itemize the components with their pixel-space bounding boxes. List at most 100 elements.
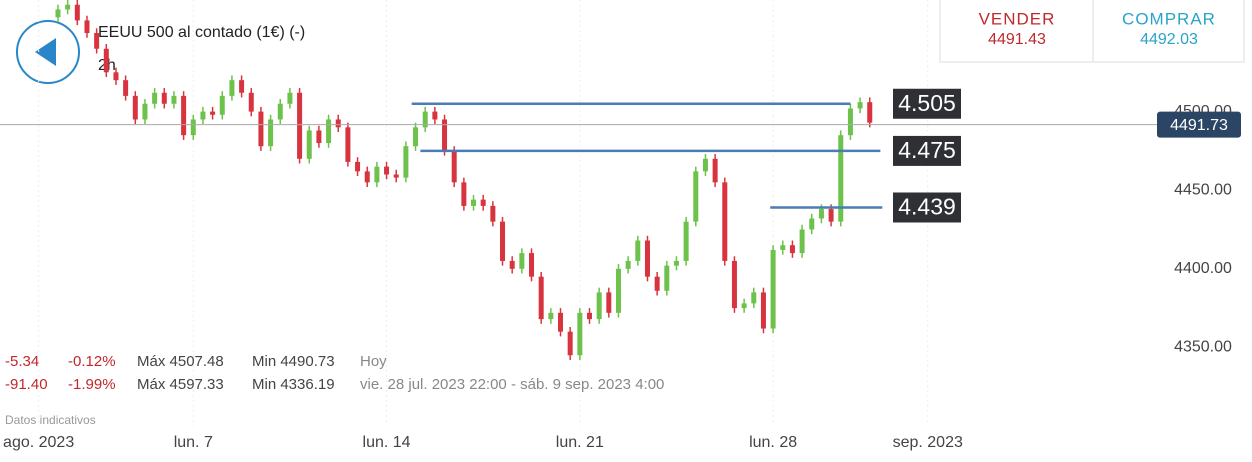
candle-body bbox=[780, 245, 786, 250]
back-arrow[interactable] bbox=[35, 38, 56, 66]
min: Min 4490.73 bbox=[252, 353, 335, 370]
candle-body bbox=[538, 276, 544, 320]
back-button[interactable] bbox=[16, 20, 80, 84]
candle-body bbox=[229, 80, 235, 96]
candle-body bbox=[65, 4, 71, 10]
sell-price[interactable]: 4491.43 bbox=[988, 31, 1046, 48]
candle-body bbox=[770, 249, 776, 329]
x-tick-label: lun. 7 bbox=[174, 434, 213, 451]
candle-body bbox=[683, 221, 689, 261]
candle-body bbox=[490, 205, 496, 222]
candle-body bbox=[529, 253, 535, 277]
candle-body bbox=[297, 92, 303, 159]
candle-body bbox=[403, 146, 409, 178]
candle-body bbox=[625, 260, 631, 269]
candle-body bbox=[461, 182, 467, 206]
candle-body bbox=[113, 72, 119, 81]
candle-body bbox=[471, 199, 477, 206]
candle-body bbox=[94, 33, 100, 49]
buy-label[interactable]: COMPRAR bbox=[1122, 9, 1216, 28]
instrument-title: EEUU 500 al contado (1€) (-) bbox=[98, 24, 305, 41]
candle-body bbox=[500, 221, 506, 261]
candle-body bbox=[200, 111, 206, 120]
candle-body bbox=[567, 331, 573, 356]
buy-price[interactable]: 4492.03 bbox=[1140, 31, 1198, 48]
candle-body bbox=[828, 209, 834, 222]
candle-body bbox=[239, 80, 245, 93]
candle-body bbox=[103, 48, 109, 73]
candle-body bbox=[577, 312, 583, 356]
candle-body bbox=[422, 111, 428, 128]
candle-body bbox=[161, 92, 167, 104]
candle-body bbox=[84, 20, 90, 34]
trend-label-box bbox=[893, 192, 961, 223]
candle-body bbox=[316, 130, 322, 144]
candle-body bbox=[248, 92, 254, 112]
trend-label-box bbox=[893, 88, 961, 119]
change: -5.34 bbox=[5, 353, 39, 370]
candle-body bbox=[374, 166, 380, 183]
x-tick-label: ago. 2023 bbox=[3, 434, 74, 451]
candle-body bbox=[384, 166, 390, 175]
candle-body bbox=[586, 312, 592, 320]
candle-body bbox=[760, 292, 766, 329]
x-tick-label: sep. 2023 bbox=[893, 434, 963, 451]
last-price-label: 4491.73 bbox=[1170, 117, 1228, 134]
disclaimer: Datos indicativos bbox=[5, 413, 96, 427]
candle-body bbox=[596, 292, 602, 320]
candle-body bbox=[799, 229, 805, 254]
candle-body bbox=[809, 218, 815, 230]
candle-body bbox=[190, 119, 196, 136]
candle-body bbox=[509, 260, 515, 269]
candle-body bbox=[702, 158, 708, 172]
candle-body bbox=[644, 240, 650, 277]
candle-body bbox=[355, 161, 361, 172]
candle-body bbox=[789, 245, 795, 254]
trend-label: 4.439 bbox=[898, 194, 956, 220]
quote-box bbox=[939, 0, 1245, 63]
period: Hoy bbox=[360, 353, 387, 370]
y-tick-label: 4350.00 bbox=[1174, 339, 1232, 356]
candle-body bbox=[838, 135, 844, 222]
candle-body bbox=[818, 209, 824, 219]
candle-body bbox=[335, 119, 341, 128]
candle-body bbox=[751, 292, 757, 304]
candle-body bbox=[548, 312, 554, 320]
candle-body bbox=[722, 182, 728, 261]
trend-label-box bbox=[893, 135, 961, 166]
candle-body bbox=[152, 92, 158, 104]
candle-body bbox=[171, 95, 177, 104]
x-tick-label: lun. 21 bbox=[556, 434, 604, 451]
candle-body bbox=[432, 111, 438, 120]
candle-body bbox=[615, 268, 621, 313]
candle-body bbox=[287, 92, 293, 104]
candle-body bbox=[558, 312, 564, 332]
candle-body bbox=[606, 292, 612, 313]
candle-body bbox=[413, 127, 419, 147]
candle-body bbox=[55, 9, 61, 18]
candle-body bbox=[731, 260, 737, 309]
change-pct: -1.99% bbox=[68, 376, 116, 393]
candle-body bbox=[181, 95, 187, 136]
x-tick-label: lun. 14 bbox=[363, 434, 411, 451]
candle-body bbox=[364, 171, 370, 183]
change: -91.40 bbox=[5, 376, 48, 393]
candle-body bbox=[673, 260, 679, 266]
candle-body bbox=[741, 303, 747, 309]
sell-label[interactable]: VENDER bbox=[979, 9, 1056, 28]
plot: ago. 2023 lun. 7 lun. 14 lun. 21 lun. 28 sep.… bbox=[0, 0, 1241, 451]
candle-body bbox=[345, 127, 351, 162]
y-tick-label: 4400.00 bbox=[1174, 260, 1232, 277]
trend-label: 4.475 bbox=[898, 137, 956, 163]
candle-body bbox=[480, 199, 486, 206]
candle-body bbox=[451, 150, 457, 183]
candle-body bbox=[258, 111, 264, 147]
candle-body bbox=[132, 95, 138, 120]
candle-body bbox=[142, 103, 148, 120]
candle-body bbox=[442, 119, 448, 151]
candle-body bbox=[268, 119, 274, 147]
min: Min 4336.19 bbox=[252, 376, 335, 393]
candle-body bbox=[712, 158, 718, 183]
